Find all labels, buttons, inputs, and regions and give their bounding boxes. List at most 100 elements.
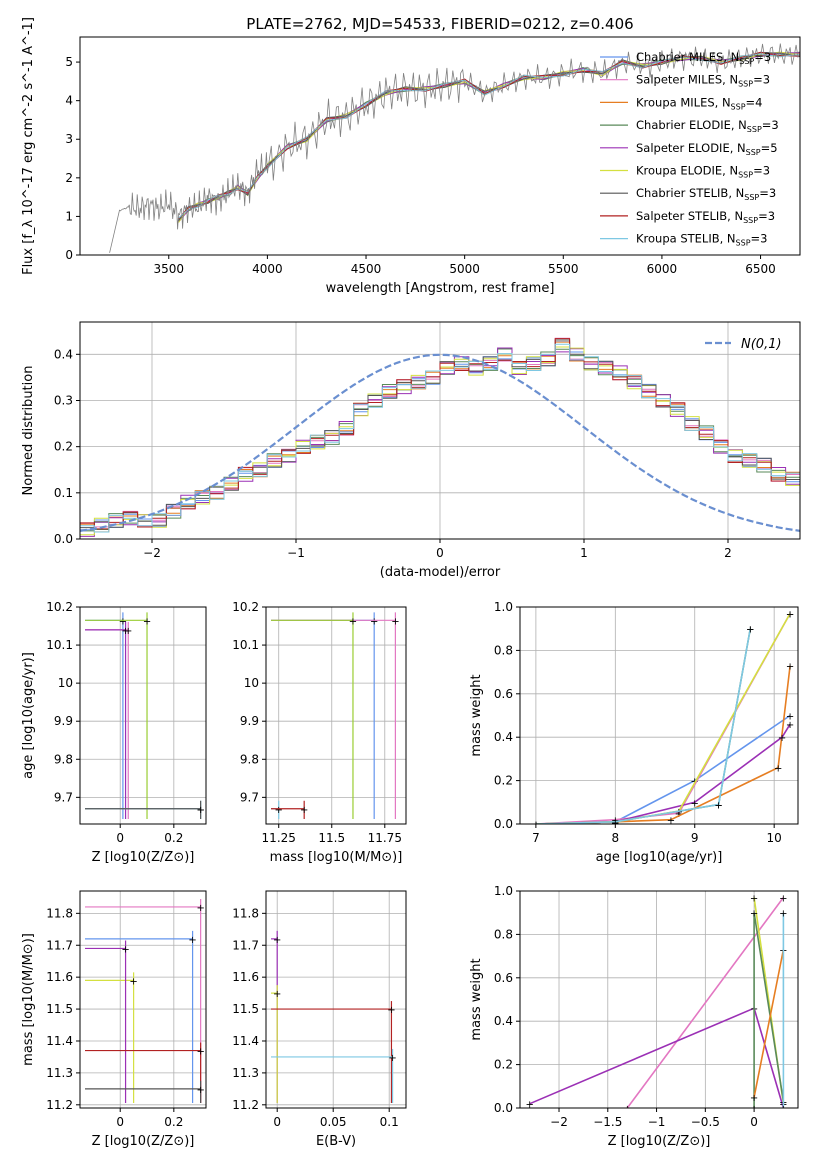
x-tick-label: 11.5 xyxy=(318,831,345,845)
weight-line xyxy=(535,613,791,824)
x-tick-label: −1 xyxy=(648,1115,666,1129)
weight-marker: + xyxy=(532,820,540,831)
weight-marker: + xyxy=(532,820,540,831)
plot-area xyxy=(80,337,800,537)
legend-suffix: =3 xyxy=(751,232,768,246)
weight-marker: + xyxy=(623,1104,631,1115)
weight-marker: + xyxy=(786,720,794,731)
y-tick-label: 11.6 xyxy=(232,970,259,984)
y-tick-label: 11.7 xyxy=(46,938,73,952)
weight-marker: + xyxy=(526,1100,534,1111)
x-tick-label: 6500 xyxy=(745,262,776,276)
panel-residuals: N(0,1) −2 −1 0 1 2 0.0 0.1 0.2 0.3 0.4 (data-model)… xyxy=(21,321,801,580)
legend-suffix: =3 xyxy=(759,186,776,200)
weight-line xyxy=(535,714,791,824)
y-tick-label: 0.8 xyxy=(494,643,513,657)
y-tick-label: 0 xyxy=(65,248,73,262)
weight-marker: + xyxy=(779,909,787,920)
weight-marker: + xyxy=(675,807,683,818)
weight-marker: + xyxy=(667,816,675,827)
x-tick-label: 9 xyxy=(691,831,699,845)
legend-subscript: SSP xyxy=(738,171,753,180)
y-tick-label: 5 xyxy=(65,55,73,69)
axes-frame xyxy=(79,36,801,256)
weight-marker: + xyxy=(714,800,722,811)
x-tick-label: 10 xyxy=(767,831,782,845)
panel-massweight_vs_age: + ++++ ++++ + ++++ ++++ +++++ ++++ +++7 8 9 10 0.0 0.… xyxy=(469,600,799,865)
x-tick-label: 0.2 xyxy=(164,831,183,845)
legend-subscript: SSP xyxy=(739,57,754,66)
weight-line xyxy=(535,723,791,824)
weight-line xyxy=(535,628,752,824)
legend-subscript: SSP xyxy=(746,148,761,157)
weight-marker: + xyxy=(611,816,619,827)
legend-name: Chabrier STELIB, N xyxy=(636,186,744,200)
x-tick-label: −1 xyxy=(287,546,305,560)
plot-area: ++++++++++++++ xyxy=(526,894,788,1115)
y-tick-label: 0.4 xyxy=(54,347,73,361)
plot-area: ++++++ xyxy=(85,612,205,819)
weight-marker: + xyxy=(532,820,540,831)
x-tick-label: 11.75 xyxy=(368,831,402,845)
data-point: + xyxy=(388,1053,396,1064)
y-tick-label: 9.7 xyxy=(54,790,73,804)
data-point: + xyxy=(121,944,129,955)
y-axis-label: Normed distribution xyxy=(21,366,36,496)
legend-suffix: =3 xyxy=(753,73,770,87)
weight-marker: + xyxy=(779,1104,787,1115)
y-tick-label: 9.7 xyxy=(240,790,259,804)
weight-marker: + xyxy=(750,909,758,920)
panel-age_vs_mass: + + + + +11.25 11.5 11.75 9.7 9.8 9.9 10 10.1 10.2 ma… xyxy=(232,600,407,865)
x-tick-label: 11.25 xyxy=(262,831,296,845)
x-tick-label: 0 xyxy=(750,1115,758,1129)
x-tick-label: 0 xyxy=(116,831,124,845)
axes-frame xyxy=(519,606,799,825)
y-tick-label: 11.4 xyxy=(232,1034,259,1048)
data-point: + xyxy=(300,805,308,816)
weight-marker: + xyxy=(746,625,754,636)
axes-frame xyxy=(265,890,407,1109)
legend-label: Chabrier STELIB, NSSP=3 xyxy=(636,186,776,202)
legend-suffix: =4 xyxy=(746,95,763,109)
data-point: + xyxy=(143,616,151,627)
weight-marker: + xyxy=(779,894,787,905)
x-tick-label: 4000 xyxy=(252,262,283,276)
weight-marker: + xyxy=(786,662,794,673)
weight-marker: + xyxy=(611,818,619,829)
panel-mass_vs_EBV: + + + +0 0.05 0.1 11.2 11.3 11.4 11.5 11.6 11.7 11.8… xyxy=(232,890,407,1149)
legend-label: Salpeter STELIB, NSSP=3 xyxy=(636,209,775,225)
plot-area: ++++++ xyxy=(85,898,205,1103)
legend-label: Kroupa STELIB, NSSP=3 xyxy=(636,232,767,248)
y-tick-label: 0.6 xyxy=(494,687,513,701)
legend-label: Kroupa MILES, NSSP=4 xyxy=(636,95,762,111)
y-tick-label: 3 xyxy=(65,132,73,146)
weight-marker: + xyxy=(714,800,722,811)
y-tick-label: 0.6 xyxy=(494,971,513,985)
y-tick-label: 9.9 xyxy=(240,714,259,728)
y-tick-label: 11.2 xyxy=(46,1098,73,1112)
weight-marker: + xyxy=(778,733,786,744)
weight-marker: + xyxy=(786,610,794,621)
x-tick-label: 5500 xyxy=(548,262,579,276)
legend-label: Salpeter MILES, NSSP=3 xyxy=(636,73,770,89)
legend-label: Chabrier ELODIE, NSSP=3 xyxy=(636,118,779,134)
y-tick-label: 4 xyxy=(65,94,73,108)
y-tick-label: 9.9 xyxy=(54,714,73,728)
y-axis-label: Flux [f_λ 10^-17 erg cm^-2 s^-1 A^-1] xyxy=(21,17,36,275)
chart-title: PLATE=2762, MJD=54533, FIBERID=0212, z=0… xyxy=(246,15,633,33)
x-tick-label: 1 xyxy=(580,546,588,560)
data-point: + xyxy=(275,805,283,816)
y-tick-label: 10.2 xyxy=(46,600,73,614)
weight-marker: + xyxy=(774,764,782,775)
data-point: + xyxy=(273,935,281,946)
data-point: + xyxy=(391,616,399,627)
y-tick-label: 11.3 xyxy=(232,1066,259,1080)
y-tick-label: 0.2 xyxy=(494,774,513,788)
plot-area: + ++++ ++++ + ++++ ++++ +++++ ++++ +++ xyxy=(532,610,794,831)
data-point: + xyxy=(196,1085,204,1096)
legend-name: Kroupa MILES, N xyxy=(636,95,731,109)
y-tick-label: 10.1 xyxy=(46,638,73,652)
y-tick-label: 0.4 xyxy=(494,1014,513,1028)
legend-suffix: =3 xyxy=(758,209,775,223)
panel-spectrum: 3500 4000 4500 5000 5500 6000 6500 0 1 2 3 4 5 wavele… xyxy=(21,15,801,296)
